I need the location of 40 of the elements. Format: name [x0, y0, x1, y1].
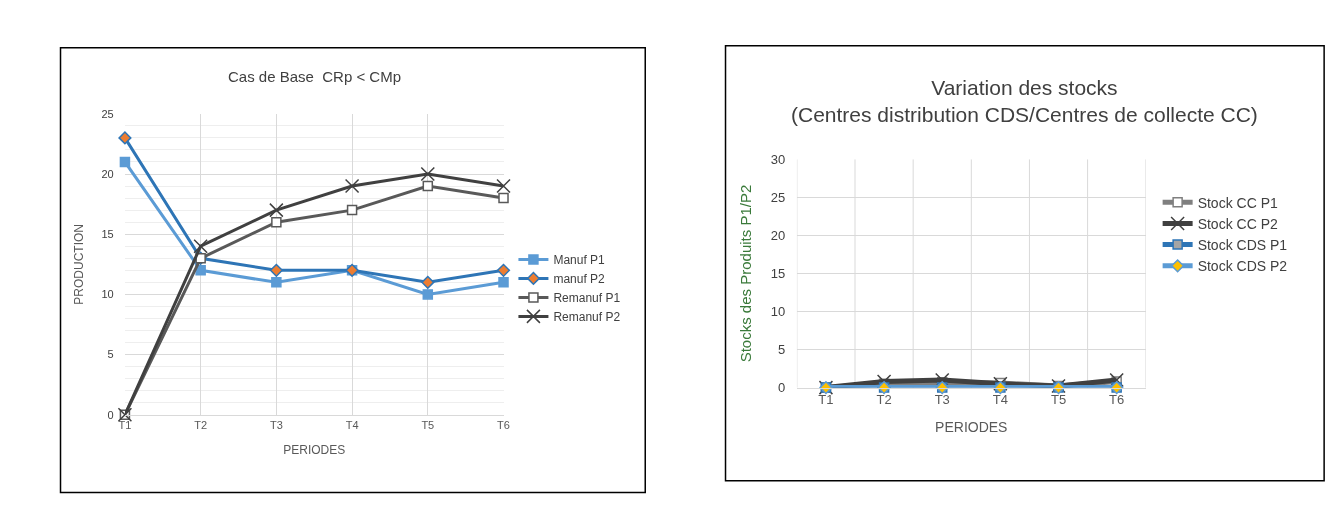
x-tick-label: T6	[1109, 392, 1125, 408]
x-tick-label: T4	[992, 392, 1008, 408]
legend-label: manuf P2	[553, 272, 606, 287]
y-tick-label: 0	[778, 380, 786, 396]
x-tick-label: T2	[876, 392, 892, 408]
y-axis-title: Stocks des Produits P1/P2	[737, 184, 755, 363]
x-tick-label: T5	[1050, 392, 1067, 408]
x-tick-label: T2	[194, 418, 208, 431]
y-tick-label: 10	[101, 288, 114, 301]
y-tick-label: 15	[101, 228, 114, 241]
chart-subtitle: (Centres distribution CDS/Centres de collecte CC)	[791, 103, 1258, 127]
chart-title: Cas de Base CRp < CMp	[228, 68, 401, 85]
x-tick-label: T1	[818, 392, 834, 408]
y-tick-label: 30	[770, 151, 786, 167]
y-tick-label: 25	[770, 190, 786, 206]
y-axis-title: PRODUCTION	[71, 223, 86, 305]
y-tick-label: 5	[778, 342, 786, 358]
legend-label: Stock CDS P1	[1197, 237, 1288, 254]
y-tick-label: 20	[770, 228, 786, 244]
y-tick-label: 20	[101, 167, 114, 180]
x-tick-label: T3	[269, 418, 283, 431]
y-tick-label: 10	[770, 304, 786, 320]
x-tick-label: T1	[118, 418, 132, 431]
legend-label: Stock CDS P2	[1197, 258, 1288, 275]
legend-label: Remanuf P2	[553, 310, 621, 325]
legend-label: Manuf P1	[553, 253, 606, 268]
y-tick-label: 25	[101, 107, 114, 120]
x-tick-label: T6	[497, 418, 510, 431]
x-tick-label: T3	[934, 392, 950, 408]
y-tick-label: 5	[107, 348, 114, 361]
x-tick-label: T4	[345, 418, 359, 431]
chart-title: Variation des stocks	[931, 76, 1118, 99]
x-tick-label: T5	[421, 418, 435, 431]
legend-label: Remanuf P1	[553, 291, 621, 306]
x-axis-title: PERIODES	[283, 442, 346, 457]
legend-label: Stock CC P1	[1197, 194, 1278, 211]
y-tick-label: 0	[107, 408, 114, 421]
legend-label: Stock CC P2	[1197, 215, 1278, 232]
x-axis-title: PERIODES	[935, 418, 1008, 435]
y-tick-label: 15	[770, 266, 786, 282]
